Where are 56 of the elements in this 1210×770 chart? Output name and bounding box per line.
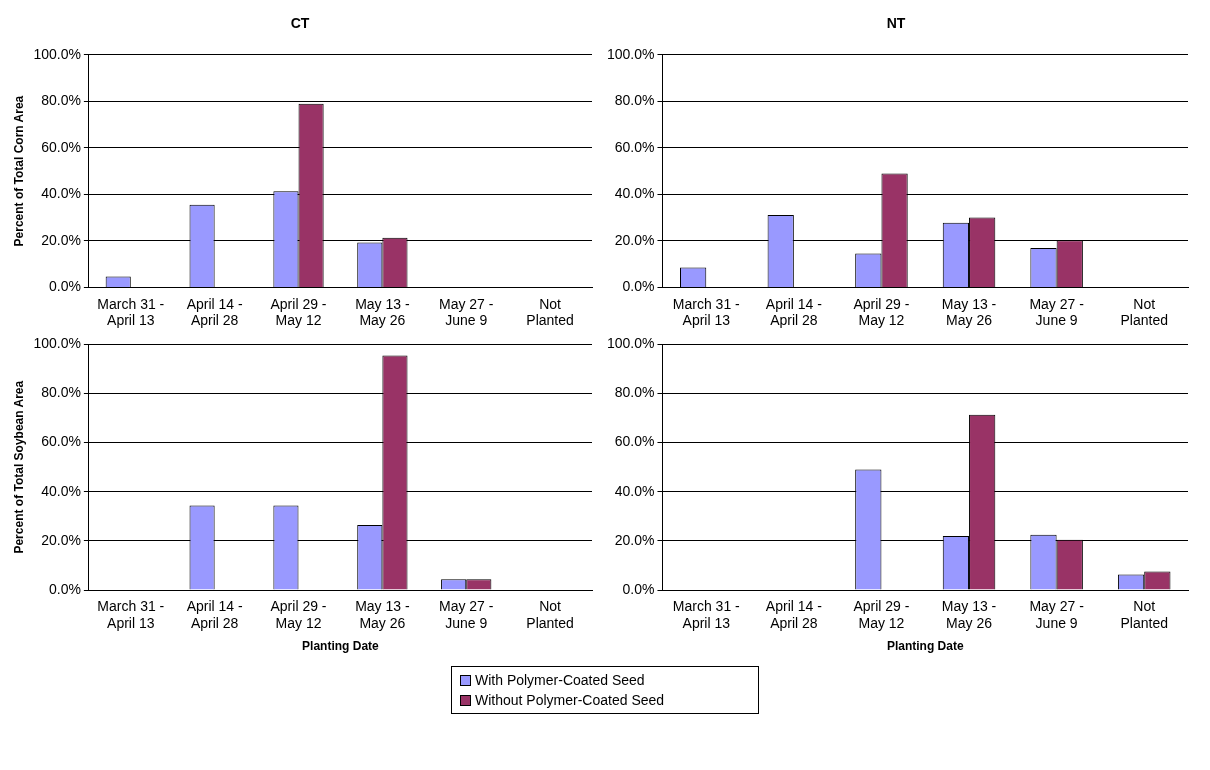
x-tick-label: March 31 - April 13: [97, 295, 165, 329]
y-tick-label: 40.0%: [41, 482, 81, 499]
y-tick-label: 0.0%: [48, 278, 81, 295]
y-tick-label: 60.0%: [614, 433, 655, 450]
y-axis-title: Percent of Total Soybean Area: [11, 380, 26, 554]
y-tick-label: 100.0%: [607, 45, 655, 62]
x-tick-label: May 27 - June 9: [1029, 295, 1085, 329]
legend-label: Without Polymer-Coated Seed: [475, 691, 665, 710]
x-tick-label: April 29 - May 12: [853, 598, 910, 632]
y-tick-label: 80.0%: [614, 384, 655, 401]
x-tick-label: Not Planted: [526, 295, 574, 329]
x-tick-label: April 14 - April 28: [765, 598, 823, 632]
x-tick-label: April 14 - April 28: [186, 295, 243, 329]
y-tick-label: 40.0%: [614, 482, 655, 499]
y-tick-label: 40.0%: [41, 185, 81, 202]
x-axis-title: Planting Date: [302, 639, 380, 654]
chart-title: CT: [290, 15, 310, 32]
x-tick-label: May 13 - May 26: [355, 295, 410, 329]
x-tick-label: May 13 - May 26: [941, 598, 997, 632]
y-tick-label: 60.0%: [41, 433, 81, 450]
y-tick-label: 80.0%: [41, 384, 81, 401]
chart-title: NT: [886, 15, 906, 32]
y-tick-label: 0.0%: [622, 278, 655, 295]
x-tick-label: April 14 - April 28: [186, 598, 243, 632]
x-tick-label: Not Planted: [1120, 295, 1168, 329]
x-tick-label: Not Planted: [526, 598, 574, 632]
x-axis-title: Planting Date: [886, 639, 964, 654]
y-tick-label: 100.0%: [607, 335, 655, 352]
x-tick-label: April 29 - May 12: [270, 598, 327, 632]
x-tick-label: May 27 - June 9: [1029, 598, 1085, 632]
y-tick-label: 0.0%: [48, 580, 81, 597]
x-tick-label: March 31 - April 13: [672, 295, 741, 329]
x-tick-label: May 27 - June 9: [438, 598, 494, 632]
y-tick-label: 20.0%: [614, 531, 655, 548]
y-tick-label: 80.0%: [614, 92, 655, 109]
y-tick-label: 100.0%: [33, 45, 81, 62]
x-tick-label: Not Planted: [1120, 598, 1168, 632]
y-tick-label: 80.0%: [41, 92, 81, 109]
x-tick-label: March 31 - April 13: [672, 598, 741, 632]
y-axis-title: Percent of Total Corn Area: [11, 95, 26, 247]
y-tick-label: 20.0%: [41, 231, 81, 248]
x-tick-label: May 13 - May 26: [941, 295, 997, 329]
x-tick-label: May 27 - June 9: [438, 295, 494, 329]
y-tick-label: 100.0%: [33, 335, 81, 352]
y-tick-label: 60.0%: [41, 138, 81, 155]
x-tick-label: May 13 - May 26: [355, 598, 410, 632]
y-tick-label: 60.0%: [614, 138, 655, 155]
y-tick-label: 40.0%: [614, 185, 655, 202]
y-tick-label: 20.0%: [41, 531, 81, 548]
x-tick-label: March 31 - April 13: [97, 598, 165, 632]
y-tick-label: 0.0%: [622, 580, 655, 597]
x-tick-label: April 29 - May 12: [270, 295, 327, 329]
legend-label: With Polymer-Coated Seed: [475, 671, 645, 690]
x-tick-label: April 29 - May 12: [853, 295, 910, 329]
x-tick-label: April 14 - April 28: [765, 295, 823, 329]
y-tick-label: 20.0%: [614, 231, 655, 248]
